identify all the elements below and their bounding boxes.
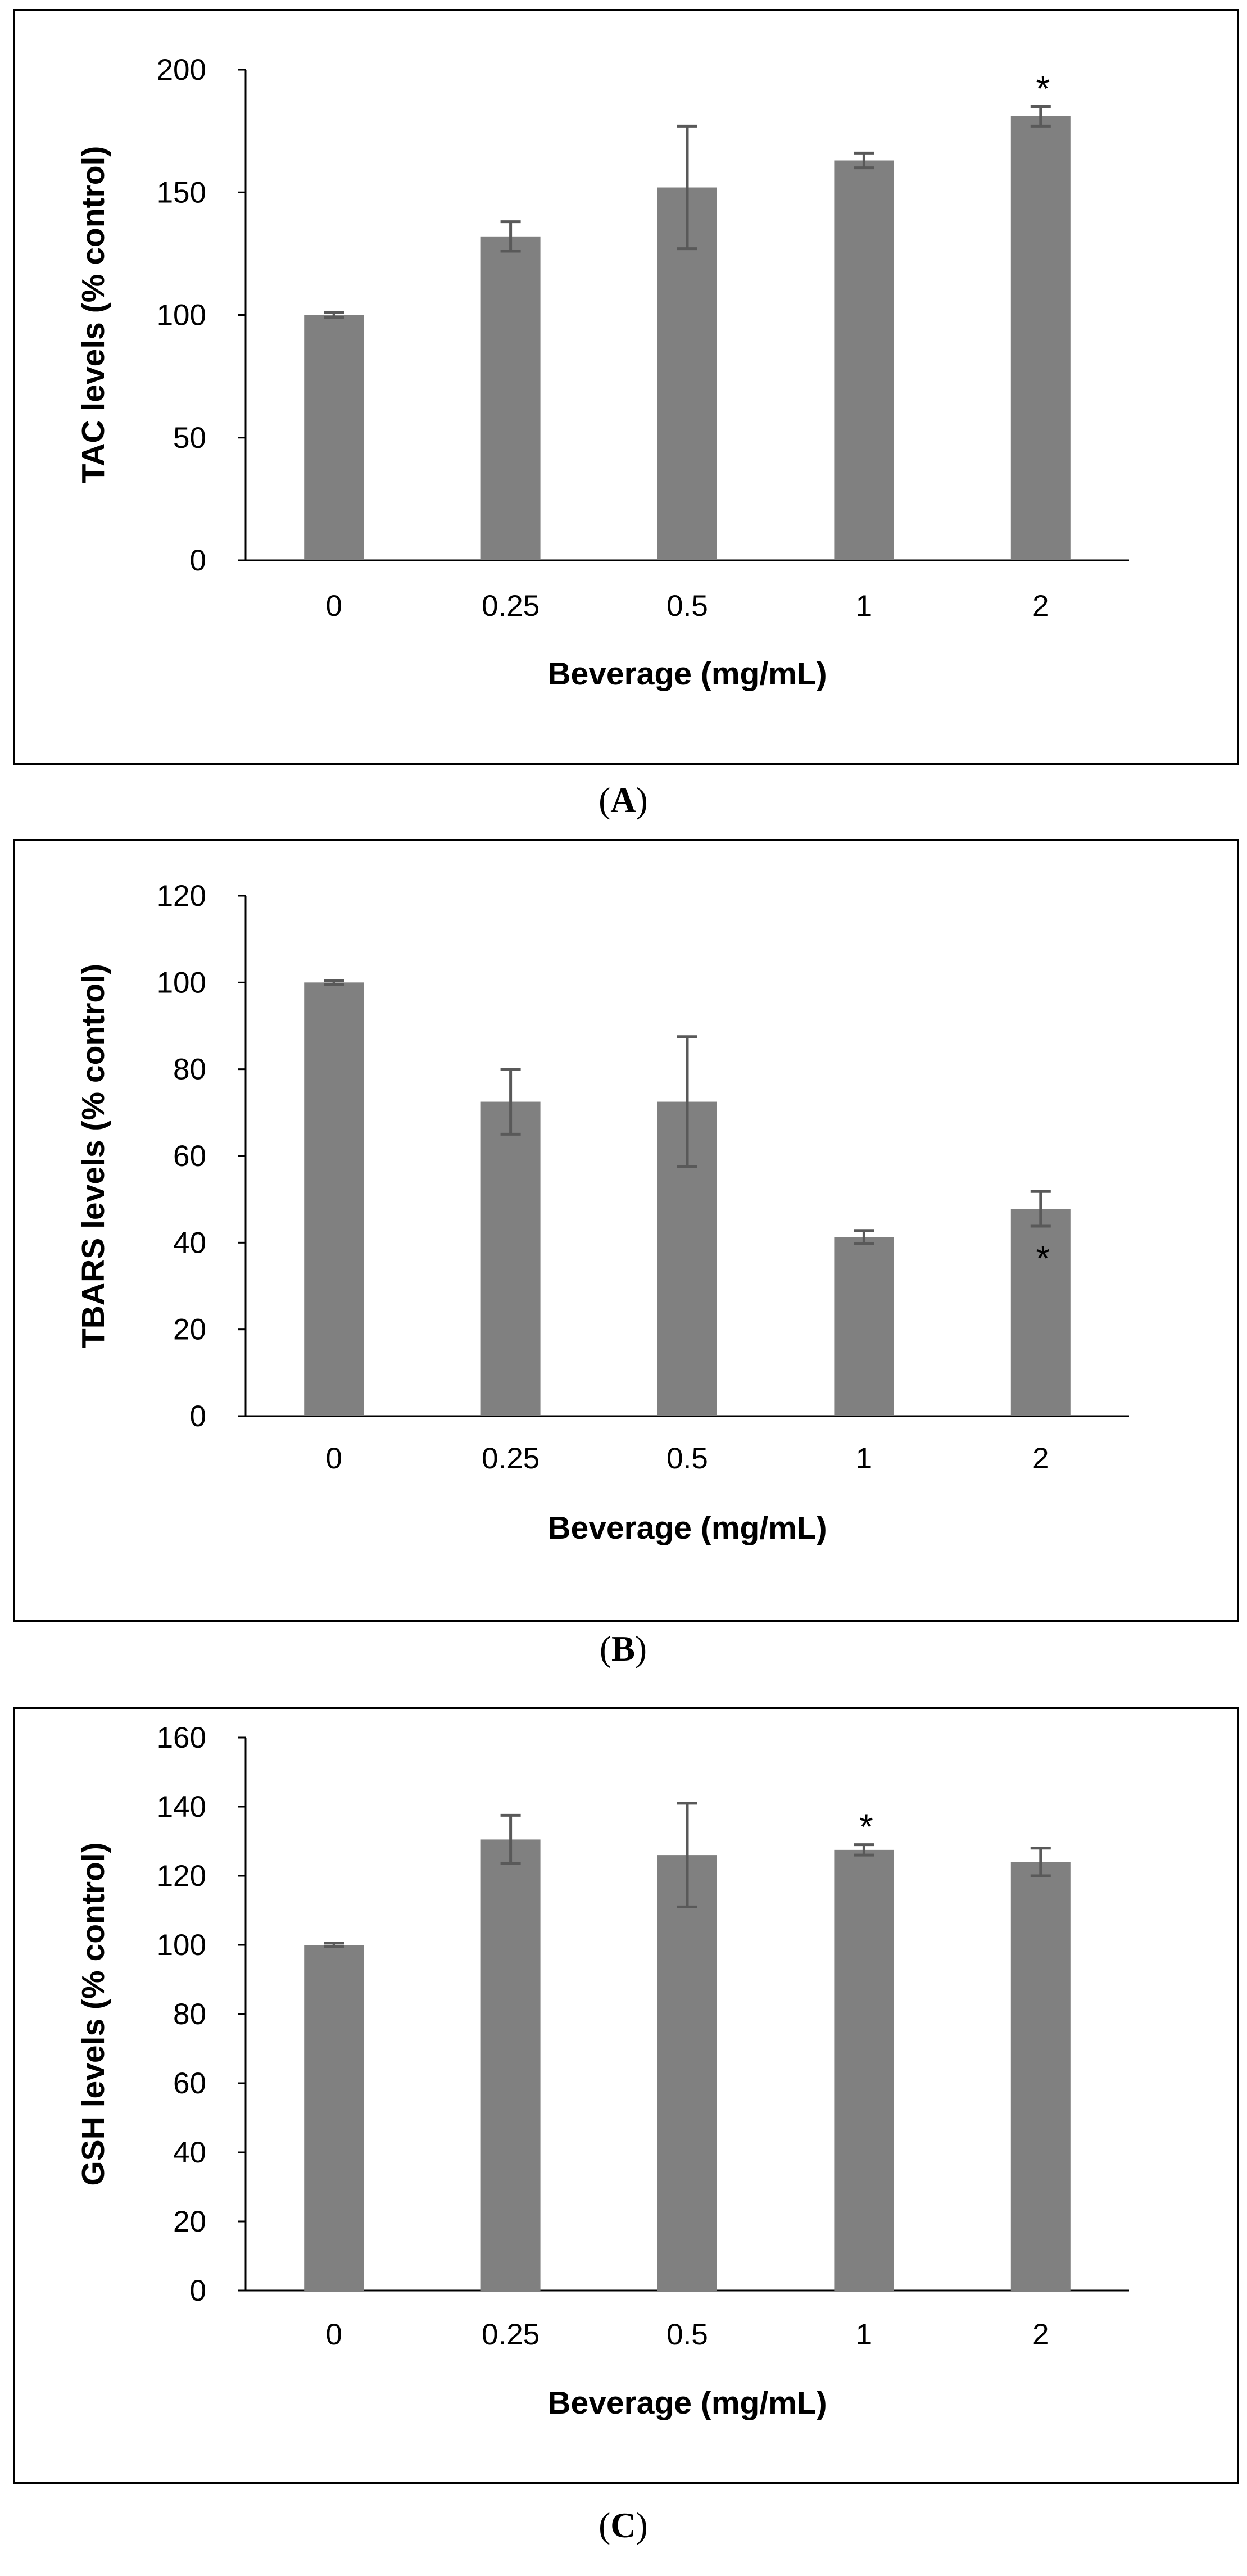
- significance-marker: *: [859, 1807, 873, 1847]
- y-tick-label: 160: [157, 1721, 206, 1754]
- x-axis-title: Beverage (mg/mL): [547, 2385, 827, 2421]
- x-tick-label: 0.5: [666, 1442, 708, 1475]
- chart-frame: [13, 1707, 1239, 2484]
- panel-caption: (B): [600, 1629, 647, 1668]
- y-tick-label: 150: [157, 176, 206, 209]
- y-tick-label: 20: [173, 2205, 206, 2238]
- y-tick-label: 100: [157, 966, 206, 999]
- significance-marker: *: [1036, 68, 1050, 108]
- panel-caption: (A): [598, 781, 647, 820]
- x-tick-label: 1: [856, 1442, 872, 1475]
- x-axis-title: Beverage (mg/mL): [547, 1510, 827, 1546]
- y-tick-label: 80: [173, 1053, 206, 1086]
- bar: [480, 1101, 541, 1416]
- x-tick-label: 0: [325, 2318, 342, 2351]
- bar: [834, 1849, 894, 2291]
- bar: [834, 160, 894, 560]
- bar: [1010, 1209, 1071, 1416]
- chart-panel-b: 0 20 40 60 80 100 120 0 0.25 0.5 1 * 2 Beverage (mg/m…: [13, 839, 1239, 1668]
- y-tick-label: 100: [157, 1929, 206, 1962]
- y-axis-title: GSH levels (% control): [75, 1842, 111, 2185]
- x-tick-label: 2: [1032, 1442, 1049, 1475]
- y-axis-title: TBARS levels (% control): [75, 964, 111, 1348]
- panel-caption: (C): [598, 2506, 647, 2545]
- bar: [480, 1839, 541, 2291]
- y-tick-label: 40: [173, 1226, 206, 1259]
- x-axis-title: Beverage (mg/mL): [547, 656, 827, 692]
- y-tick-label: 60: [173, 1140, 206, 1173]
- y-tick-label: 100: [157, 299, 206, 332]
- bar: [1010, 116, 1071, 560]
- y-axis-title: TAC levels (% control): [75, 146, 111, 484]
- x-tick-label: 0.25: [482, 589, 539, 623]
- bar: [304, 315, 364, 560]
- y-tick-label: 0: [190, 2274, 206, 2307]
- x-tick-label: 0: [325, 589, 342, 623]
- y-tick-label: 120: [157, 879, 206, 913]
- y-tick-label: 60: [173, 2067, 206, 2100]
- bar: [1010, 1862, 1071, 2291]
- y-tick-label: 0: [190, 1400, 206, 1433]
- chart-panel-c: 0 20 40 60 80 100 120 140 160 0 0.25 0.5 * 1 2 Beverage…: [13, 1707, 1239, 2545]
- bar: [304, 1945, 364, 2291]
- x-tick-label: 2: [1032, 589, 1049, 623]
- y-tick-label: 140: [157, 1790, 206, 1824]
- y-tick-label: 80: [173, 1998, 206, 2031]
- x-tick-label: 1: [856, 2318, 872, 2351]
- chart-frame: [13, 839, 1239, 1622]
- y-tick-label: 200: [157, 53, 206, 87]
- x-tick-label: 2: [1032, 2318, 1049, 2351]
- chart-panel-a: 0 50 100 150 200 0 0.25 0.5 1 * 2 Beverage (mg/mL) T…: [13, 9, 1239, 820]
- x-tick-label: 0.25: [482, 2318, 539, 2351]
- x-tick-label: 0: [325, 1442, 342, 1475]
- y-tick-label: 120: [157, 1860, 206, 1893]
- bar: [480, 236, 541, 560]
- y-tick-label: 0: [190, 544, 206, 577]
- y-tick-label: 40: [173, 2136, 206, 2169]
- bar: [834, 1237, 894, 1416]
- bar: [657, 1855, 717, 2291]
- x-tick-label: 1: [856, 589, 872, 623]
- x-tick-label: 0.5: [666, 589, 708, 623]
- y-tick-label: 50: [173, 421, 206, 455]
- x-tick-label: 0.5: [666, 2318, 708, 2351]
- chart-frame: [13, 9, 1239, 765]
- x-tick-label: 0.25: [482, 1442, 539, 1475]
- bar: [304, 982, 364, 1416]
- significance-marker: *: [1036, 1238, 1050, 1278]
- y-tick-label: 20: [173, 1313, 206, 1346]
